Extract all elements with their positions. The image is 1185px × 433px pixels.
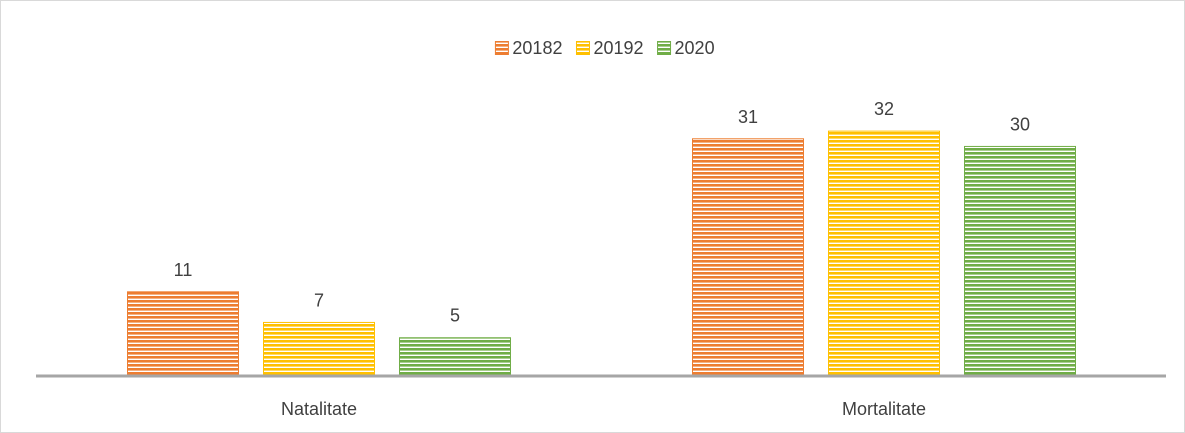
- data-label-natalitate-20182: 11: [174, 260, 193, 280]
- legend-label-20192: 20192: [593, 38, 643, 58]
- value-labels: 11 7 5 31 32 30: [174, 99, 1030, 326]
- data-label-mortalitate-20192: 32: [874, 99, 894, 119]
- data-label-mortalitate-2020: 30: [1010, 114, 1030, 134]
- bar-natalitate-20182: [127, 291, 239, 377]
- legend: 20182 20192 2020: [494, 38, 715, 58]
- legend-swatch-20182: [494, 41, 509, 55]
- data-label-mortalitate-20182: 31: [738, 107, 758, 127]
- bar-mortalitate-20192: [828, 130, 940, 377]
- bars: [127, 130, 1076, 377]
- bar-mortalitate-2020: [964, 145, 1076, 377]
- data-label-natalitate-20192: 7: [314, 290, 324, 310]
- data-label-natalitate-2020: 5: [450, 306, 460, 326]
- category-label-mortalitate: Mortalitate: [842, 399, 926, 419]
- legend-swatch-20192: [575, 41, 590, 55]
- bar-mortalitate-20182: [692, 138, 804, 377]
- bar-natalitate-2020: [399, 337, 511, 377]
- bar-natalitate-20192: [263, 321, 375, 377]
- category-label-natalitate: Natalitate: [281, 399, 357, 419]
- category-labels: Natalitate Mortalitate: [281, 399, 926, 419]
- legend-label-2020: 2020: [675, 38, 715, 58]
- legend-label-20182: 20182: [512, 38, 562, 58]
- legend-swatch-2020: [657, 41, 672, 55]
